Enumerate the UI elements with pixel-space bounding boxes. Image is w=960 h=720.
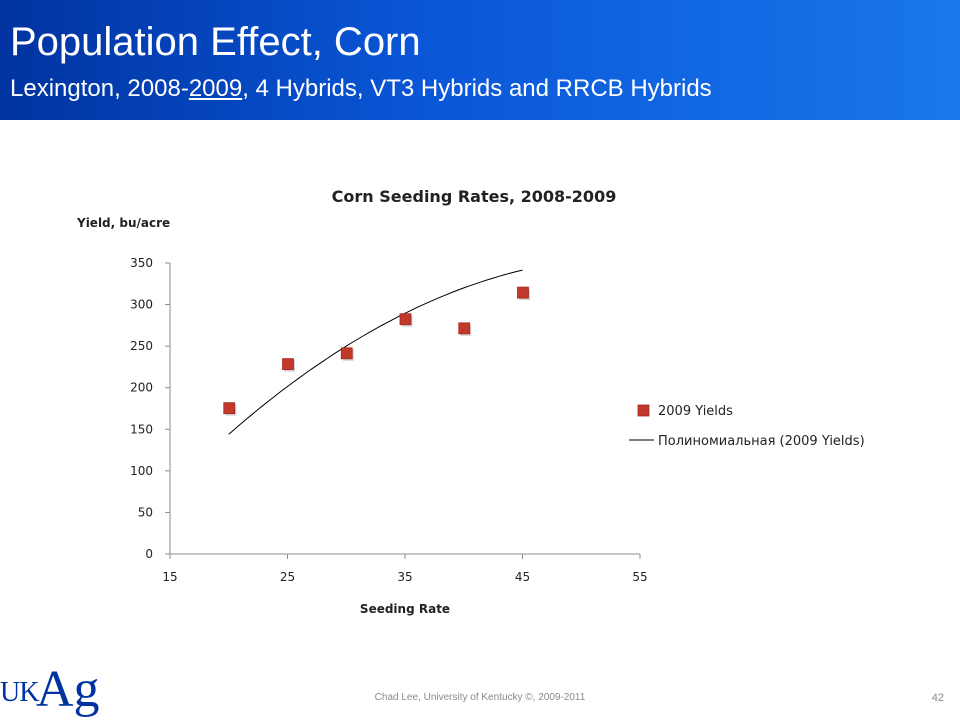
data-point: [282, 358, 294, 371]
subtitle-part-1: Lexington, 2008-: [10, 75, 189, 102]
x-axis-label: Seeding Rate: [360, 602, 450, 616]
x-tick-label: 25: [280, 570, 295, 584]
y-tick-label: 0: [145, 547, 153, 561]
subtitle-part-2: 2009: [188, 75, 243, 102]
ukag-logo: UK Ag: [0, 661, 100, 720]
y-tick-label: 50: [138, 505, 153, 519]
trendline: [228, 269, 523, 435]
legend-label-2009-yields: 2009 Yields: [658, 404, 733, 419]
data-point: [458, 322, 471, 335]
y-tick-label: 200: [130, 381, 153, 395]
legend-marker-2009-yields: [637, 404, 650, 417]
footer-credit: Chad Lee, University of Kentucky ©, 2009…: [374, 692, 586, 703]
y-tick-label: 350: [130, 256, 153, 270]
data-point: [223, 402, 236, 415]
data-point: [399, 313, 412, 326]
x-tick-label: 55: [632, 570, 647, 584]
legend: 2009 Yields Полиномиальная (2009 Yields): [629, 404, 865, 449]
page-number: 42: [931, 692, 944, 704]
x-tick-label: 45: [515, 570, 530, 584]
logo-ag-text: Ag: [36, 661, 100, 718]
data-point: [340, 347, 353, 360]
data-point: [517, 286, 529, 299]
y-tick-label: 100: [130, 464, 153, 478]
x-tick-label: 35: [397, 570, 412, 584]
y-axis-label: Yield, bu/acre: [76, 216, 170, 230]
slide-title: Population Effect, Corn: [10, 20, 421, 64]
slide-subtitle: Lexington, 2008-2009, 4 Hybrids, VT3 Hyb…: [10, 74, 712, 104]
chart-title: Corn Seeding Rates, 2008-2009: [332, 187, 617, 206]
x-tick-label: 15: [162, 570, 177, 584]
subtitle-part-3: , 4 Hybrids, VT3 Hybrids and RRCB Hybrid…: [242, 75, 712, 102]
plot-area: 0 50 100 150 200 250 300 350 15 25 35 45 55: [130, 256, 648, 584]
slide-header: Population Effect, Corn Lexington, 2008-…: [0, 0, 960, 120]
y-tick-label: 250: [130, 339, 153, 353]
y-tick-label: 300: [130, 298, 153, 312]
logo-uk-text: UK: [0, 677, 39, 708]
legend-label-trendline: Полиномиальная (2009 Yields): [658, 434, 865, 449]
y-tick-label: 150: [130, 422, 153, 436]
